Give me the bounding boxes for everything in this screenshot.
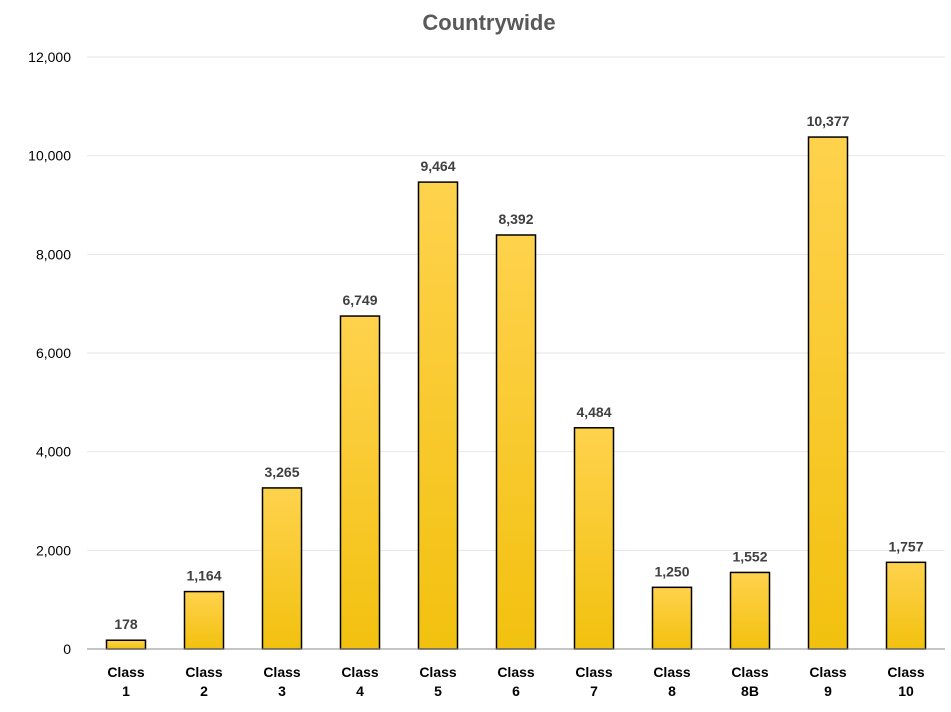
x-tick-label: Class 7 (575, 664, 613, 699)
x-tick-label-line: 1 (122, 683, 130, 699)
bar (261, 487, 303, 650)
x-tick-label: Class 9 (809, 664, 847, 699)
x-tick-label-line: 8 (668, 683, 676, 699)
x-tick-label: Class 10 (887, 664, 925, 699)
x-tick-label-line: 4 (356, 683, 364, 699)
y-axis-ticks: 0 2,000 4,000 6,000 8,000 10,000 12,000 (28, 49, 71, 657)
data-label: 4,484 (576, 404, 611, 420)
x-tick-label-line: Class (731, 664, 769, 680)
data-label: 178 (114, 616, 138, 632)
x-tick-label: Class 8 (653, 664, 691, 699)
bar (105, 639, 147, 650)
x-tick-label: Class 4 (341, 664, 379, 699)
x-tick-label-line: 8B (741, 683, 759, 699)
bar (573, 427, 615, 650)
x-tick-label-line: Class (497, 664, 535, 680)
y-tick-label: 6,000 (36, 345, 71, 361)
x-tick-label: Class 8B (731, 664, 769, 699)
data-label: 8,392 (498, 211, 533, 227)
bar (339, 315, 381, 650)
x-tick-label-line: Class (887, 664, 925, 680)
x-tick-label: Class 5 (419, 664, 457, 699)
x-tick-label: Class 6 (497, 664, 535, 699)
x-tick-label: Class 3 (263, 664, 301, 699)
data-label: 1,164 (186, 568, 221, 584)
x-tick-label-line: Class (263, 664, 301, 680)
bar (495, 234, 537, 650)
x-tick-label-line: Class (107, 664, 145, 680)
bars (105, 136, 927, 650)
x-tick-label-line: Class (575, 664, 613, 680)
y-tick-label: 8,000 (36, 246, 71, 262)
data-label: 1,250 (654, 563, 689, 579)
y-tick-label: 10,000 (28, 148, 71, 164)
data-label: 1,552 (732, 548, 767, 564)
y-tick-label: 0 (63, 641, 71, 657)
x-tick-label-line: 3 (278, 683, 286, 699)
y-tick-label: 2,000 (36, 542, 71, 558)
x-tick-label-line: 10 (898, 683, 914, 699)
x-tick-label-line: Class (809, 664, 847, 680)
bar (417, 181, 459, 650)
y-tick-label: 12,000 (28, 49, 71, 65)
data-label: 6,749 (342, 292, 377, 308)
data-label: 10,377 (807, 113, 850, 129)
y-tick-label: 4,000 (36, 444, 71, 460)
chart-title: Countrywide (422, 10, 555, 35)
data-label: 3,265 (264, 464, 299, 480)
x-tick-label-line: Class (185, 664, 223, 680)
x-tick-label-line: 2 (200, 683, 208, 699)
x-tick-label-line: Class (419, 664, 457, 680)
x-tick-label: Class 1 (107, 664, 145, 699)
bar (651, 586, 693, 650)
x-tick-label-line: 9 (824, 683, 832, 699)
data-labels: 178 1,164 3,265 6,749 9,464 8,392 4,484 1,250 1,… (114, 113, 923, 632)
bar (885, 561, 927, 650)
bar (729, 571, 771, 650)
x-tick-label-line: Class (341, 664, 379, 680)
x-tick-label-line: 5 (434, 683, 442, 699)
data-label: 1,757 (888, 538, 923, 554)
x-tick-label-line: 6 (512, 683, 520, 699)
x-tick-label-line: 7 (590, 683, 598, 699)
bar (807, 136, 849, 650)
x-tick-label-line: Class (653, 664, 691, 680)
data-label: 9,464 (420, 158, 455, 174)
bar (183, 590, 225, 650)
x-tick-label: Class 2 (185, 664, 223, 699)
